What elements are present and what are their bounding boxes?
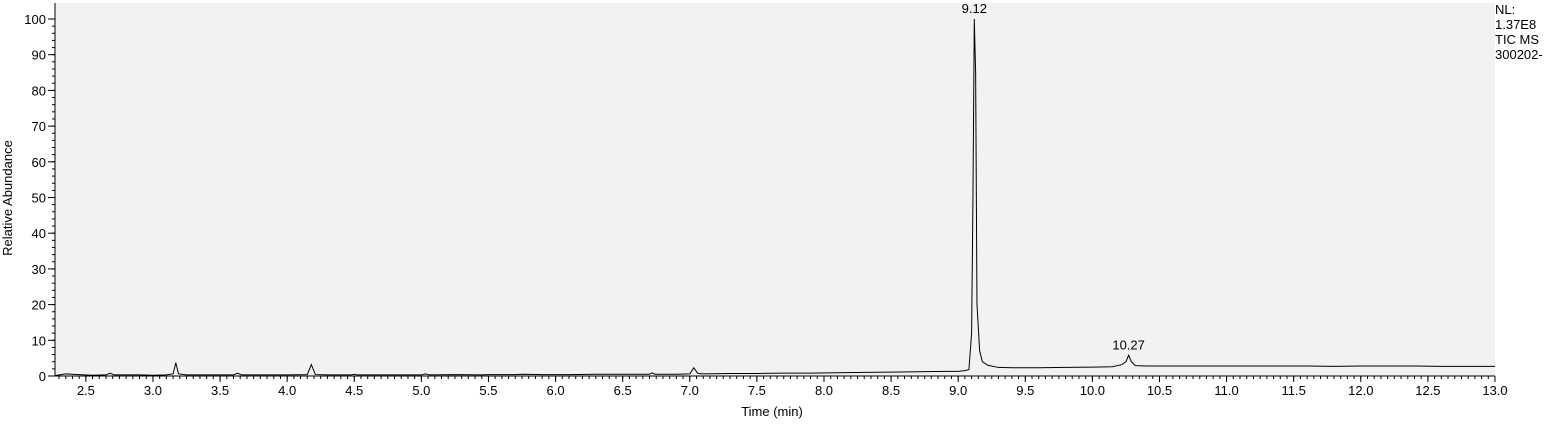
x-tick-label: 9.5 — [1016, 383, 1034, 398]
y-axis: 0 10 20 30 40 50 60 70 80 90 100 — [24, 3, 56, 384]
x-tick-label: 6.5 — [614, 383, 632, 398]
y-axis-title: Relative Abundance — [0, 140, 15, 256]
x-axis-title: Time (min) — [741, 404, 803, 419]
y-tick-label: 70 — [32, 119, 46, 134]
y-tick-label: 100 — [24, 12, 46, 27]
x-axis: 2.5 3.0 3.5 4.0 4.5 5.0 5.5 6.0 6.5 7.0 7.5 8.0 8.5 9… — [55, 375, 1508, 398]
x-tick-label: 8.0 — [815, 383, 833, 398]
y-tick-label: 50 — [32, 191, 46, 206]
x-tick-label: 4.5 — [345, 383, 363, 398]
x-tick-label: 3.5 — [211, 383, 229, 398]
nl-value: 1.37E8 — [1495, 17, 1537, 32]
x-tick-label: 10.0 — [1080, 383, 1105, 398]
y-tick-label: 80 — [32, 83, 46, 98]
x-tick-label: 12.5 — [1415, 383, 1440, 398]
y-tick-label: 60 — [32, 155, 46, 170]
plot-area — [55, 3, 1495, 376]
peak-label: 9.12 — [962, 1, 987, 16]
x-tick-label: 7.5 — [748, 383, 766, 398]
x-tick-label: 10.5 — [1147, 383, 1172, 398]
raw-file-name: 300202- — [1495, 47, 1543, 62]
nl-label: NL: — [1495, 2, 1516, 17]
info-panel: NL: 1.37E8 TIC MS 300202- — [1495, 2, 1545, 72]
y-tick-label: 10 — [32, 333, 46, 348]
peak-label: 10.27 — [1112, 337, 1145, 352]
x-tick-label: 7.0 — [681, 383, 699, 398]
x-tick-label: 11.0 — [1214, 383, 1238, 398]
y-tick-label: 0 — [39, 369, 46, 384]
x-tick-label: 9.0 — [949, 383, 967, 398]
y-tick-label: 40 — [32, 226, 46, 241]
scan-filter-label: TIC MS — [1495, 32, 1540, 47]
peak-labels: 9.12 10.27 — [962, 1, 1145, 352]
y-tick-label: 30 — [32, 262, 46, 277]
y-tick-label: 20 — [32, 298, 46, 313]
tic-trace-line — [54, 18, 1495, 377]
x-tick-label: 5.5 — [479, 383, 497, 398]
x-tick-label: 5.0 — [412, 383, 430, 398]
x-tick-label: 8.5 — [882, 383, 900, 398]
x-tick-label: 12.0 — [1348, 383, 1373, 398]
x-tick-label: 11.5 — [1282, 383, 1306, 398]
x-tick-label: 2.5 — [77, 383, 95, 398]
x-tick-label: 6.0 — [547, 383, 565, 398]
x-tick-label: 13.0 — [1482, 383, 1507, 398]
y-tick-label: 90 — [32, 48, 46, 63]
x-tick-label: 3.0 — [144, 383, 162, 398]
x-tick-label: 4.0 — [278, 383, 296, 398]
